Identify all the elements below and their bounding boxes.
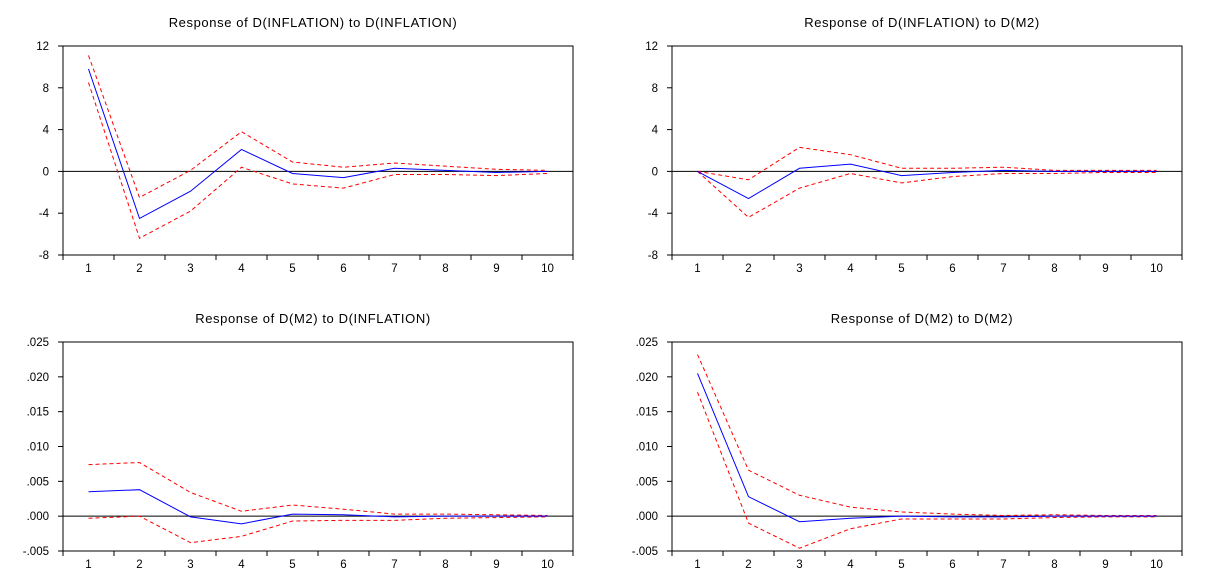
plot-frame bbox=[671, 341, 1183, 552]
x-tick-label: 2 bbox=[136, 559, 142, 571]
y-tick-label: 0 bbox=[652, 166, 658, 178]
x-tick-label: 1 bbox=[694, 263, 700, 275]
lower-band-line bbox=[88, 82, 548, 240]
y-tick-label: 12 bbox=[36, 41, 49, 53]
chart-title: Response of D(M2) to D(M2) bbox=[831, 311, 1013, 326]
x-tick-label: 10 bbox=[541, 559, 554, 571]
y-tick-label: .005 bbox=[636, 476, 658, 488]
x-tick-label: 6 bbox=[949, 263, 955, 275]
chart-svg: Response of D(INFLATION) to D(INFLATION)… bbox=[36, 15, 574, 275]
y-tick-label: .000 bbox=[636, 511, 658, 523]
lower-band-line bbox=[697, 391, 1157, 549]
x-tick-label: 5 bbox=[289, 559, 295, 571]
x-tick-label: 7 bbox=[391, 263, 397, 275]
plot-frame bbox=[62, 341, 574, 552]
x-tick-label: 2 bbox=[136, 263, 142, 275]
response-line bbox=[697, 373, 1157, 523]
upper-band-line bbox=[697, 354, 1157, 516]
x-tick-label: 5 bbox=[898, 559, 904, 571]
lower-band-line bbox=[697, 171, 1157, 218]
x-tick-label: 8 bbox=[1051, 263, 1057, 275]
y-tick-label: 8 bbox=[652, 83, 658, 95]
x-tick-label: 3 bbox=[796, 559, 802, 571]
x-tick-label: 10 bbox=[1150, 263, 1163, 275]
x-tick-label: 6 bbox=[340, 559, 346, 571]
x-tick-label: 7 bbox=[1000, 559, 1006, 571]
y-tick-label: -4 bbox=[39, 208, 50, 220]
chart-m2-to-inflation: Response of D(M2) to D(INFLATION) .025 .02… bbox=[0, 296, 600, 576]
x-tick-label: 4 bbox=[847, 559, 854, 571]
upper-band-line bbox=[697, 146, 1157, 181]
y-tick-label: 12 bbox=[645, 41, 658, 53]
y-tick-label: 4 bbox=[43, 125, 50, 137]
y-tick-label: -.005 bbox=[632, 546, 658, 558]
response-line bbox=[88, 489, 548, 525]
plot-frame bbox=[62, 45, 574, 256]
response-line bbox=[88, 68, 548, 220]
y-tick-label: .025 bbox=[636, 337, 658, 349]
y-tick-label: .025 bbox=[27, 337, 49, 349]
y-tick-label: .000 bbox=[27, 511, 49, 523]
x-tick-label: 5 bbox=[898, 263, 904, 275]
x-tick-label: 4 bbox=[238, 263, 245, 275]
y-tick-label: 4 bbox=[652, 125, 659, 137]
chart-title: Response of D(INFLATION) to D(INFLATION) bbox=[169, 15, 458, 30]
upper-band-line bbox=[88, 55, 548, 199]
y-tick-label: 0 bbox=[43, 166, 49, 178]
y-tick-label: -8 bbox=[39, 250, 49, 262]
y-tick-label: -.005 bbox=[23, 546, 49, 558]
x-tick-label: 9 bbox=[493, 559, 499, 571]
x-tick-label: 3 bbox=[187, 559, 193, 571]
x-tick-label: 5 bbox=[289, 263, 295, 275]
y-tick-label: .020 bbox=[27, 372, 49, 384]
x-tick-label: 10 bbox=[541, 263, 554, 275]
x-tick-label: 6 bbox=[949, 559, 955, 571]
upper-band-line bbox=[88, 462, 548, 516]
y-tick-label: .010 bbox=[27, 442, 49, 454]
lower-band-line bbox=[88, 515, 548, 544]
x-tick-label: 10 bbox=[1150, 559, 1163, 571]
x-tick-label: 2 bbox=[745, 263, 751, 275]
chart-svg: Response of D(INFLATION) to D(M2)12840-4… bbox=[645, 15, 1183, 275]
x-tick-label: 9 bbox=[1102, 263, 1108, 275]
y-tick-label: -8 bbox=[648, 250, 658, 262]
x-tick-label: 7 bbox=[391, 559, 397, 571]
y-tick-label: .015 bbox=[27, 407, 49, 419]
chart-svg: Response of D(M2) to D(M2) .025 .020 .015 .0… bbox=[632, 311, 1183, 571]
x-tick-label: 4 bbox=[238, 559, 245, 571]
y-tick-label: .005 bbox=[27, 476, 49, 488]
chart-inflation-to-inflation: Response of D(INFLATION) to D(INFLATION)… bbox=[0, 0, 600, 280]
y-tick-label: .010 bbox=[636, 442, 658, 454]
x-tick-label: 8 bbox=[1051, 559, 1057, 571]
x-tick-label: 8 bbox=[442, 559, 448, 571]
chart-svg: Response of D(M2) to D(INFLATION) .025 .02… bbox=[23, 311, 574, 571]
x-tick-label: 9 bbox=[1102, 559, 1108, 571]
x-tick-label: 3 bbox=[187, 263, 193, 275]
x-tick-label: 3 bbox=[796, 263, 802, 275]
x-tick-label: 8 bbox=[442, 263, 448, 275]
chart-m2-to-m2: Response of D(M2) to D(M2) .025 .020 .015 .0… bbox=[609, 296, 1209, 576]
x-tick-label: 1 bbox=[694, 559, 700, 571]
y-tick-label: 8 bbox=[43, 83, 49, 95]
chart-title: Response of D(INFLATION) to D(M2) bbox=[804, 15, 1040, 30]
x-tick-label: 4 bbox=[847, 263, 854, 275]
x-tick-label: 2 bbox=[745, 559, 751, 571]
x-tick-label: 1 bbox=[85, 559, 91, 571]
x-tick-label: 9 bbox=[493, 263, 499, 275]
y-tick-label: -4 bbox=[648, 208, 659, 220]
chart-title: Response of D(M2) to D(INFLATION) bbox=[195, 311, 431, 326]
x-tick-label: 1 bbox=[85, 263, 91, 275]
x-tick-label: 7 bbox=[1000, 263, 1006, 275]
y-tick-label: .015 bbox=[636, 407, 658, 419]
y-tick-label: .020 bbox=[636, 372, 658, 384]
plot-frame bbox=[671, 45, 1183, 256]
response-line bbox=[697, 163, 1157, 200]
chart-inflation-to-m2: Response of D(INFLATION) to D(M2) 12 8 4 0 -4… bbox=[609, 0, 1209, 280]
x-tick-label: 6 bbox=[340, 263, 346, 275]
